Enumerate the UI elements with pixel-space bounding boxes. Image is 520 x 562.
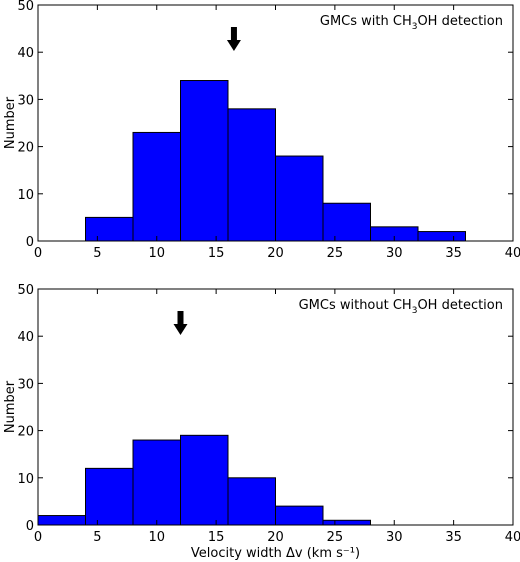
top-x-tick-label-7: 35	[445, 246, 462, 261]
top-mean-arrow-icon	[226, 27, 241, 51]
top-histogram-bar-3	[227, 108, 276, 242]
top-histogram-bar-0	[85, 216, 134, 242]
top-annotation-suffix: OH detection	[417, 14, 503, 29]
bottom-x-tick-label-8: 40	[505, 530, 520, 545]
top-y-tick-label-0: 0	[26, 235, 34, 250]
top-y-tick-label-3: 30	[17, 93, 34, 108]
top-x-tick-label-4: 20	[267, 246, 284, 261]
top-y-tick-label-4: 40	[17, 46, 34, 61]
top-x-tick-label-5: 25	[327, 246, 344, 261]
bottom-x-tick-label-0: 0	[34, 530, 42, 545]
top-annotation: GMCs with CH3OH detection	[320, 14, 503, 32]
bottom-y-tick-label-5: 50	[17, 283, 34, 298]
bottom-histogram-bar-2	[132, 439, 181, 526]
bottom-histogram-bar-4	[227, 477, 276, 526]
top-histogram-panel: 0 5 10 15 20 25 30 35 40 0 10 20 30 40 50 Number GMCs …	[3, 0, 520, 261]
bottom-x-tick-label-1: 5	[93, 530, 101, 545]
bottom-annotation: GMCs without CH3OH detection	[299, 298, 503, 316]
top-x-tick-label-2: 10	[148, 246, 165, 261]
bottom-x-tick-label-2: 10	[148, 530, 165, 545]
top-x-tick-label-3: 15	[208, 246, 225, 261]
bottom-y-tick-label-4: 40	[17, 330, 34, 345]
top-annotation-subscript: 3	[412, 22, 418, 32]
top-x-tick-label-6: 30	[386, 246, 403, 261]
top-histogram-bar-4	[275, 155, 324, 242]
bottom-histogram-bar-3	[180, 434, 229, 526]
bottom-histogram-bar-5	[275, 505, 324, 526]
top-y-tick-label-1: 10	[17, 188, 34, 203]
top-bars-group	[85, 80, 466, 242]
bottom-ticks-group: 0 5 10 15 20 25 30 35 40 0 10 20 30 40 50	[17, 283, 520, 545]
bottom-annotation-prefix: GMCs without CH	[299, 298, 412, 313]
bottom-x-tick-label-6: 30	[386, 530, 403, 545]
bottom-bars-group	[37, 434, 371, 526]
bottom-y-tick-label-1: 10	[17, 472, 34, 487]
bottom-x-tick-label-5: 25	[327, 530, 344, 545]
top-histogram-bar-7	[417, 231, 466, 242]
bottom-y-tick-label-3: 30	[17, 377, 34, 392]
bottom-mean-arrow-icon	[173, 311, 188, 335]
bottom-annotation-subscript: 3	[412, 306, 418, 316]
bottom-x-tick-label-7: 35	[445, 530, 462, 545]
bottom-y-tick-label-2: 20	[17, 425, 34, 440]
bottom-histogram-bar-6	[322, 519, 371, 526]
bottom-x-tick-label-3: 15	[208, 530, 225, 545]
top-x-tick-label-8: 40	[505, 246, 520, 261]
top-x-tick-label-1: 5	[93, 246, 101, 261]
top-x-tick-label-0: 0	[34, 246, 42, 261]
bottom-x-tick-label-4: 20	[267, 530, 284, 545]
top-annotation-prefix: GMCs with CH	[320, 14, 412, 29]
bottom-annotation-suffix: OH detection	[417, 298, 503, 313]
top-ticks-group: 0 5 10 15 20 25 30 35 40 0 10 20 30 40 50	[17, 0, 520, 261]
top-histogram-bar-1	[132, 131, 181, 242]
top-y-tick-label-2: 20	[17, 141, 34, 156]
top-histogram-bar-2	[180, 80, 229, 242]
bottom-y-tick-label-0: 0	[26, 519, 34, 534]
bottom-histogram-bar-0	[37, 515, 86, 526]
top-y-axis-label: Number	[3, 96, 18, 149]
top-histogram-bar-5	[322, 202, 371, 242]
bottom-y-axis-label: Number	[3, 380, 18, 433]
top-y-tick-label-5: 50	[17, 0, 34, 14]
bottom-x-axis-label: Velocity width Δv (km s⁻¹)	[191, 546, 360, 561]
bottom-histogram-bar-1	[85, 467, 134, 526]
bottom-histogram-panel: 0 5 10 15 20 25 30 35 40 0 10 20 30 40 50 Number Veloc…	[3, 283, 520, 561]
